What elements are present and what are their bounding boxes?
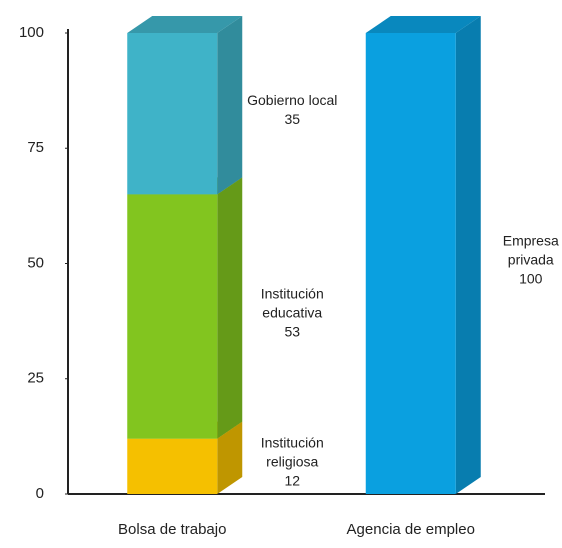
y-tick-label: 75 (27, 139, 44, 156)
x-tick-label: Agencia de empleo (347, 521, 475, 538)
bar-side (217, 421, 243, 494)
y-tick-label: 100 (19, 24, 44, 41)
bar-label: Institución educativa 53 (244, 284, 340, 341)
bar (127, 194, 218, 439)
bar-top (365, 16, 481, 33)
bar-side (217, 177, 243, 439)
x-tick-label: Bolsa de trabajo (118, 521, 226, 538)
y-tick-label: 50 (27, 254, 44, 271)
series-name: Institución educativa (260, 285, 324, 320)
bar-side (455, 16, 481, 494)
bar-label: Gobierno local 35 (244, 91, 340, 129)
value-label: 100 (519, 270, 543, 286)
bar-label: Empresa privada 100 (483, 231, 562, 288)
bar-label: Institución religiosa 12 (244, 434, 340, 491)
bar (365, 33, 456, 494)
series-name: Empresa privada (502, 232, 559, 267)
bar-top (127, 16, 243, 33)
y-tick-label: 25 (27, 370, 44, 387)
value-label: 53 (284, 323, 301, 339)
bar-side (217, 16, 243, 195)
series-name: Institución religiosa (260, 434, 324, 470)
value-label: 12 (284, 472, 301, 489)
value-label: 35 (284, 110, 301, 127)
bar (127, 438, 218, 494)
series-name: Gobierno local (247, 91, 338, 108)
bar (127, 33, 218, 195)
y-tick-label: 0 (36, 485, 44, 502)
